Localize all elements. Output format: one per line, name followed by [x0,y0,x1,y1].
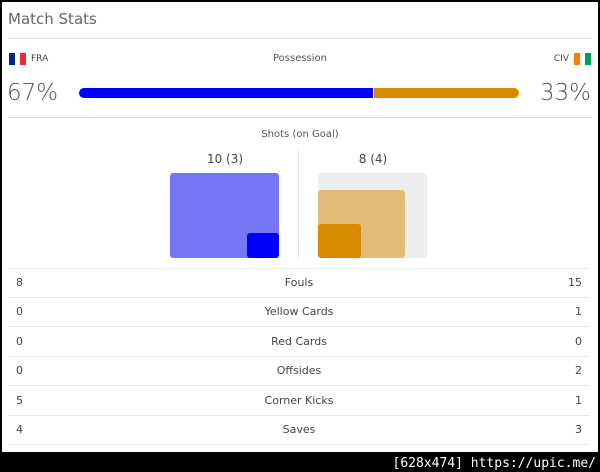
watermark: [628x474] https://upic.me/ [392,456,597,471]
home-possession-fill [79,88,374,98]
stat-label: Saves [282,423,316,437]
home-on-goal-box [247,233,279,258]
home-team: FRA [9,53,48,65]
home-stat-value: 8 [16,276,23,290]
stat-row: 0 Yellow Cards 1 [8,297,590,327]
home-stat-value: 5 [16,393,23,407]
card-title: Match Stats [8,10,97,28]
france-flag-icon [9,53,27,65]
home-stat-value: 0 [16,334,23,348]
away-stat-value: 2 [575,364,582,378]
away-stat-value: 1 [575,305,582,319]
divider [8,117,592,118]
possession-bar [79,88,519,98]
stat-label: Red Cards [271,334,327,348]
stats-table: 8 Fouls 15 0 Yellow Cards 1 0 Red Cards 0 0 Offsid… [8,268,590,445]
stat-label: Corner Kicks [264,393,334,407]
away-stat-value: 15 [568,276,582,290]
stat-row: 4 Saves 3 [8,415,590,445]
match-stats-card: Match Stats FRA Possession CIV 67% 33% S… [2,2,598,452]
stat-row: 0 Offsides 2 [8,356,590,386]
away-on-goal-box [318,224,361,258]
away-possession-fill [373,88,519,98]
away-stat-value: 1 [575,393,582,407]
away-stat-value: 3 [575,423,582,437]
home-stat-value: 4 [16,423,23,437]
possession-label: Possession [272,53,328,64]
divider [8,38,592,39]
ivory-coast-flag-icon [574,53,592,65]
away-team-code: CIV [553,54,569,64]
shots-label: Shots (on Goal) [261,129,339,140]
home-possession: 67% [7,80,59,106]
away-stat-value: 0 [575,334,582,348]
away-shots: 8 (4) [358,152,388,166]
home-team-code: FRA [31,54,49,64]
stat-label: Offsides [276,364,322,378]
shots-divider [298,150,299,258]
stat-row: 8 Fouls 15 [8,268,590,298]
home-stat-value: 0 [16,364,23,378]
home-shots: 10 (3) [206,152,244,166]
stat-row: 5 Corner Kicks 1 [8,386,590,416]
stat-label: Fouls [284,276,314,290]
stat-row: 0 Red Cards 0 [8,327,590,357]
away-team: CIV [553,53,592,65]
away-possession: 33% [539,80,591,106]
home-stat-value: 0 [16,305,23,319]
stat-label: Yellow Cards [264,305,334,319]
